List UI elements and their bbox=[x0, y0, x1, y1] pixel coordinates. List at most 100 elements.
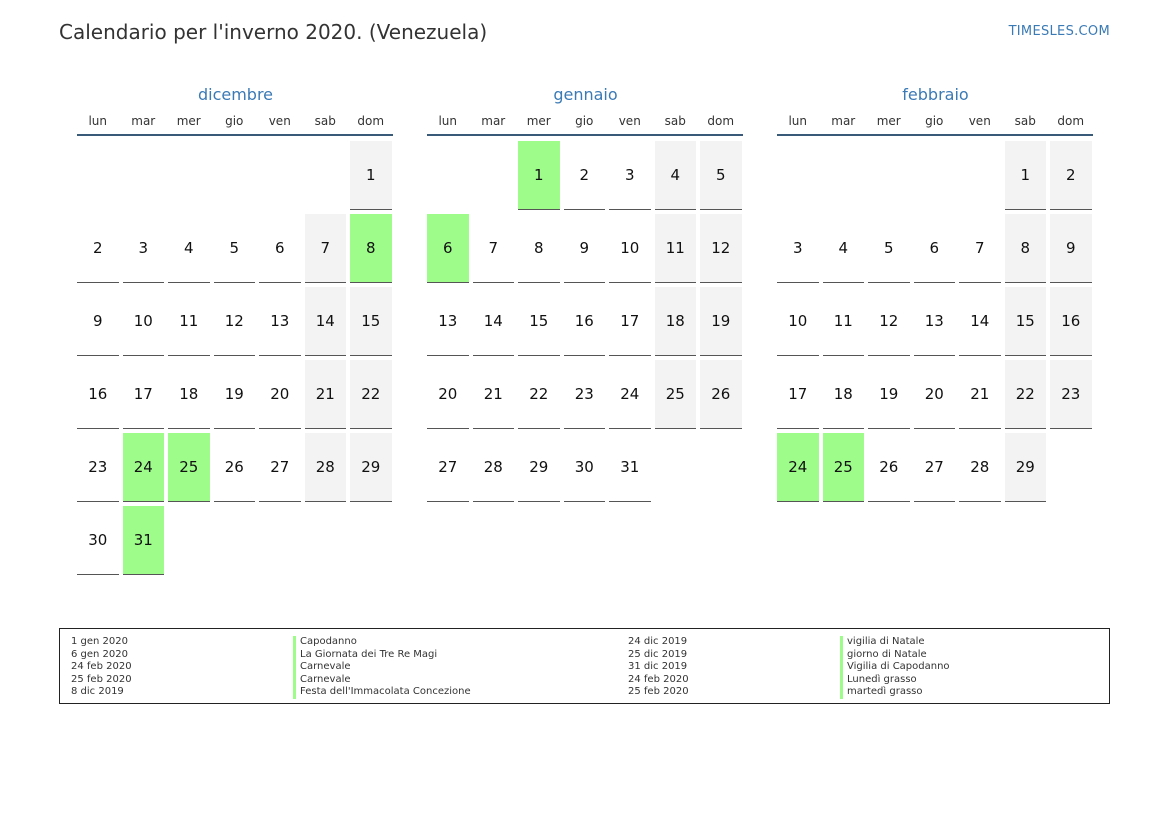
weekday-label: gio bbox=[925, 114, 944, 128]
weekday-label: gio bbox=[575, 114, 594, 128]
holiday-cell[interactable]: 31 bbox=[122, 506, 164, 575]
day-cell[interactable]: 2 bbox=[77, 214, 119, 283]
legend-date: 31 dic 2019 bbox=[628, 661, 688, 672]
legend-names-right: vigilia di Natale giorno di Natale Vigilia… bbox=[840, 636, 950, 699]
day-cell[interactable]: 14 bbox=[304, 287, 346, 356]
day-cell[interactable]: 7 bbox=[959, 214, 1001, 283]
day-cell[interactable]: 12 bbox=[700, 214, 742, 283]
day-cell[interactable]: 4 bbox=[822, 214, 864, 283]
day-cell[interactable]: 26 bbox=[868, 433, 910, 502]
day-cell[interactable]: 28 bbox=[959, 433, 1001, 502]
day-cell[interactable]: 15 bbox=[350, 287, 392, 356]
day-cell[interactable]: 9 bbox=[563, 214, 605, 283]
holiday-cell[interactable]: 8 bbox=[350, 214, 392, 283]
day-cell[interactable]: 19 bbox=[868, 360, 910, 429]
day-cell[interactable]: 5 bbox=[213, 214, 255, 283]
day-cell[interactable]: 26 bbox=[700, 360, 742, 429]
day-cell[interactable]: 20 bbox=[913, 360, 955, 429]
day-cell[interactable]: 21 bbox=[959, 360, 1001, 429]
day-cell[interactable]: 23 bbox=[77, 433, 119, 502]
day-cell[interactable]: 11 bbox=[168, 287, 210, 356]
day-cell[interactable]: 14 bbox=[959, 287, 1001, 356]
day-cell[interactable]: 14 bbox=[472, 287, 514, 356]
day-cell[interactable]: 17 bbox=[609, 287, 651, 356]
day-cell[interactable]: 23 bbox=[563, 360, 605, 429]
day-cell[interactable]: 16 bbox=[77, 360, 119, 429]
day-cell[interactable]: 10 bbox=[122, 287, 164, 356]
day-cell[interactable]: 20 bbox=[259, 360, 301, 429]
brand-logo[interactable]: TIMESLES.COM bbox=[1008, 24, 1110, 39]
day-cell[interactable]: 4 bbox=[168, 214, 210, 283]
day-cell[interactable]: 30 bbox=[563, 433, 605, 502]
day-cell[interactable]: 27 bbox=[913, 433, 955, 502]
day-cell[interactable]: 22 bbox=[1004, 360, 1046, 429]
day-cell[interactable]: 16 bbox=[563, 287, 605, 356]
day-cell[interactable]: 2 bbox=[1050, 141, 1092, 210]
day-cell[interactable]: 1 bbox=[1004, 141, 1046, 210]
day-cell[interactable]: 4 bbox=[654, 141, 696, 210]
day-cell[interactable]: 5 bbox=[700, 141, 742, 210]
day-cell[interactable]: 23 bbox=[1050, 360, 1092, 429]
day-cell[interactable]: 1 bbox=[350, 141, 392, 210]
day-cell[interactable]: 12 bbox=[213, 287, 255, 356]
day-cell[interactable]: 21 bbox=[304, 360, 346, 429]
day-cell[interactable]: 12 bbox=[868, 287, 910, 356]
day-cell[interactable]: 18 bbox=[168, 360, 210, 429]
day-cell[interactable]: 2 bbox=[563, 141, 605, 210]
holiday-cell[interactable]: 24 bbox=[777, 433, 819, 502]
day-cell[interactable]: 9 bbox=[1050, 214, 1092, 283]
day-cell[interactable]: 16 bbox=[1050, 287, 1092, 356]
day-cell[interactable]: 29 bbox=[518, 433, 560, 502]
day-cell[interactable]: 26 bbox=[213, 433, 255, 502]
day-cell[interactable]: 6 bbox=[259, 214, 301, 283]
day-cell[interactable]: 24 bbox=[609, 360, 651, 429]
day-cell[interactable]: 8 bbox=[1004, 214, 1046, 283]
day-cell[interactable]: 29 bbox=[1004, 433, 1046, 502]
weekday-label: ven bbox=[968, 114, 991, 128]
holiday-cell[interactable]: 25 bbox=[168, 433, 210, 502]
day-cell[interactable]: 13 bbox=[259, 287, 301, 356]
day-cell[interactable]: 10 bbox=[777, 287, 819, 356]
day-cell[interactable]: 3 bbox=[609, 141, 651, 210]
empty-cell bbox=[914, 141, 956, 210]
day-cell[interactable]: 28 bbox=[304, 433, 346, 502]
day-cell[interactable]: 15 bbox=[518, 287, 560, 356]
day-cell[interactable]: 6 bbox=[913, 214, 955, 283]
day-cell[interactable]: 8 bbox=[518, 214, 560, 283]
day-cell[interactable]: 9 bbox=[77, 287, 119, 356]
day-cell[interactable]: 13 bbox=[427, 287, 469, 356]
day-cell[interactable]: 17 bbox=[122, 360, 164, 429]
holiday-cell[interactable]: 25 bbox=[822, 433, 864, 502]
day-cell[interactable]: 13 bbox=[913, 287, 955, 356]
day-cell[interactable]: 29 bbox=[350, 433, 392, 502]
day-cell[interactable]: 3 bbox=[122, 214, 164, 283]
day-cell[interactable]: 11 bbox=[654, 214, 696, 283]
day-cell[interactable]: 21 bbox=[472, 360, 514, 429]
day-cell[interactable]: 25 bbox=[654, 360, 696, 429]
day-cell[interactable]: 3 bbox=[777, 214, 819, 283]
day-cell[interactable]: 27 bbox=[427, 433, 469, 502]
holiday-cell[interactable]: 1 bbox=[518, 141, 560, 210]
day-cell[interactable]: 22 bbox=[518, 360, 560, 429]
day-cell[interactable]: 19 bbox=[700, 287, 742, 356]
day-cell[interactable]: 15 bbox=[1004, 287, 1046, 356]
day-cell[interactable]: 7 bbox=[472, 214, 514, 283]
day-cell[interactable]: 10 bbox=[609, 214, 651, 283]
day-cell[interactable]: 5 bbox=[868, 214, 910, 283]
day-cell[interactable]: 31 bbox=[609, 433, 651, 502]
day-cell[interactable]: 18 bbox=[822, 360, 864, 429]
day-cell[interactable]: 28 bbox=[472, 433, 514, 502]
holiday-cell[interactable]: 24 bbox=[122, 433, 164, 502]
holiday-cell[interactable]: 6 bbox=[427, 214, 469, 283]
day-cell[interactable]: 22 bbox=[350, 360, 392, 429]
day-cell[interactable]: 20 bbox=[427, 360, 469, 429]
day-cell[interactable]: 7 bbox=[304, 214, 346, 283]
day-cell[interactable]: 19 bbox=[213, 360, 255, 429]
day-cell[interactable]: 11 bbox=[822, 287, 864, 356]
day-cell[interactable]: 30 bbox=[77, 506, 119, 575]
day-cell[interactable]: 18 bbox=[654, 287, 696, 356]
day-cell[interactable]: 17 bbox=[777, 360, 819, 429]
day-cell[interactable]: 27 bbox=[259, 433, 301, 502]
